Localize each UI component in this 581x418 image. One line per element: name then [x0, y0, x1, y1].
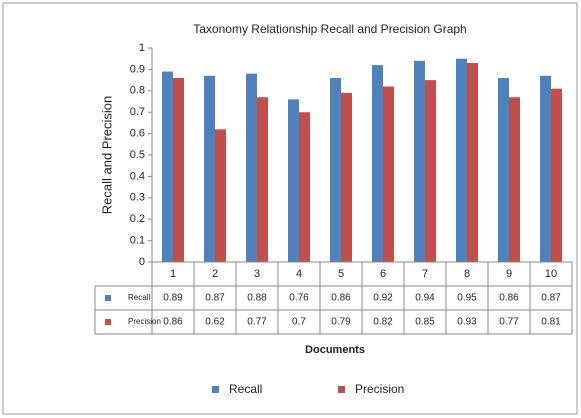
bar	[498, 77, 509, 263]
x-tick-label: 8	[464, 268, 470, 280]
y-tick-label: 1	[139, 42, 145, 54]
bar	[414, 60, 425, 263]
y-tick-label: 0.1	[130, 235, 145, 247]
table-series-name: Recall	[128, 293, 150, 302]
y-tick-label: 0	[139, 256, 145, 268]
bar	[330, 77, 341, 263]
bar	[467, 62, 478, 263]
bar	[456, 58, 467, 263]
y-tick-label: 0.6	[130, 128, 145, 140]
bar	[299, 112, 310, 262]
y-tick-label: 0.7	[130, 106, 145, 118]
legend-label: Recall	[229, 382, 262, 396]
table-value: 0.92	[373, 293, 393, 304]
table-value: 0.77	[247, 317, 267, 328]
chart-title: Taxonomy Relationship Recall and Precisi…	[193, 22, 466, 36]
bar	[540, 75, 551, 262]
table-value: 0.95	[457, 293, 477, 304]
bar	[246, 73, 257, 263]
table-legend-key	[105, 319, 111, 325]
y-tick-label: 0.9	[130, 63, 145, 75]
table-value: 0.85	[415, 317, 435, 328]
bar	[383, 86, 394, 263]
table-value: 0.81	[541, 317, 561, 328]
table-value: 0.86	[499, 293, 519, 304]
x-tick-label: 6	[380, 268, 386, 280]
bar	[257, 97, 268, 262]
table-value: 0.82	[373, 317, 393, 328]
table-value: 0.62	[205, 317, 225, 328]
table-value: 0.86	[163, 317, 183, 328]
table-value: 0.77	[499, 317, 519, 328]
table-value: 0.79	[331, 317, 351, 328]
bar	[425, 80, 436, 262]
table-value: 0.87	[205, 293, 225, 304]
table-series-name: Precision	[128, 317, 161, 326]
y-tick-label: 0.8	[130, 85, 145, 97]
y-tick-label: 0.2	[130, 213, 145, 225]
table-value: 0.93	[457, 317, 477, 328]
bar	[509, 97, 520, 262]
table-value: 0.86	[331, 293, 351, 304]
x-tick-label: 9	[506, 268, 512, 280]
table-value: 0.87	[541, 293, 561, 304]
x-axis-label: Documents	[305, 344, 365, 356]
x-tick-label: 1	[170, 268, 176, 280]
y-tick-label: 0.5	[130, 149, 145, 161]
table-legend-key	[105, 295, 111, 301]
bar	[288, 99, 299, 262]
bar	[215, 129, 226, 262]
bar	[372, 65, 383, 263]
legend-label: Precision	[355, 382, 404, 396]
y-tick-label: 0.4	[130, 170, 145, 182]
y-axis-label: Recall and Precision	[99, 96, 114, 215]
table-value: 0.76	[289, 293, 309, 304]
table-value: 0.89	[163, 293, 183, 304]
table-value: 0.94	[415, 293, 435, 304]
bar	[341, 92, 352, 262]
legend-key	[338, 386, 345, 393]
x-tick-label: 7	[422, 268, 428, 280]
bar	[173, 77, 184, 263]
legend-key	[212, 386, 219, 393]
bar	[162, 71, 173, 262]
x-tick-label: 3	[254, 268, 260, 280]
y-tick-label: 0.3	[130, 192, 145, 204]
table-value: 0.7	[292, 317, 306, 328]
x-tick-label: 10	[545, 268, 557, 280]
bar	[204, 75, 215, 262]
x-tick-label: 4	[296, 268, 302, 280]
x-tick-label: 2	[212, 268, 218, 280]
bar	[551, 88, 562, 262]
x-tick-label: 5	[338, 268, 344, 280]
table-value: 0.88	[247, 293, 267, 304]
